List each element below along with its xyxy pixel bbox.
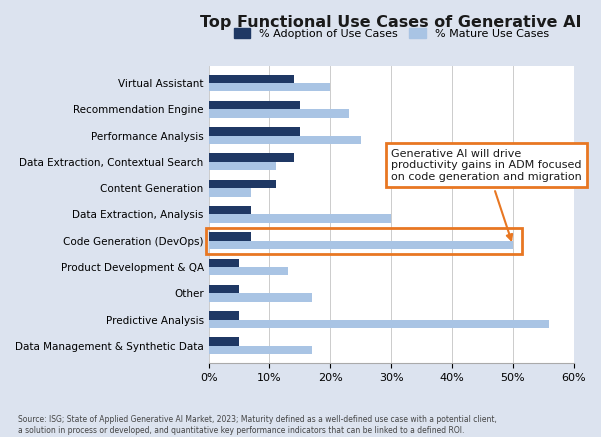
Bar bbox=[209, 346, 312, 354]
Bar bbox=[209, 241, 513, 249]
Bar bbox=[209, 162, 275, 170]
Bar bbox=[209, 135, 361, 144]
Bar bbox=[209, 259, 239, 267]
Bar bbox=[209, 83, 331, 91]
Bar bbox=[209, 285, 239, 293]
Bar bbox=[209, 153, 294, 162]
Bar bbox=[209, 75, 294, 83]
Bar bbox=[209, 319, 549, 328]
Text: Source: ISG; State of Applied Generative AI Market, 2023; Maturity defined as a : Source: ISG; State of Applied Generative… bbox=[18, 416, 497, 435]
Bar bbox=[209, 180, 275, 188]
Bar bbox=[209, 206, 251, 215]
Text: Generative AI will drive
productivity gains in ADM focused
on code generation an: Generative AI will drive productivity ga… bbox=[391, 149, 582, 240]
Title: Top Functional Use Cases of Generative AI: Top Functional Use Cases of Generative A… bbox=[200, 15, 582, 30]
Bar bbox=[209, 215, 391, 223]
Bar bbox=[209, 293, 312, 302]
Bar bbox=[209, 101, 300, 109]
Bar bbox=[209, 267, 288, 275]
Bar bbox=[209, 337, 239, 346]
Bar bbox=[209, 109, 349, 118]
Bar bbox=[209, 127, 300, 135]
Bar bbox=[209, 232, 251, 241]
Bar bbox=[209, 188, 251, 197]
Bar bbox=[209, 311, 239, 319]
Legend: % Adoption of Use Cases, % Mature Use Cases: % Adoption of Use Cases, % Mature Use Ca… bbox=[229, 24, 553, 44]
